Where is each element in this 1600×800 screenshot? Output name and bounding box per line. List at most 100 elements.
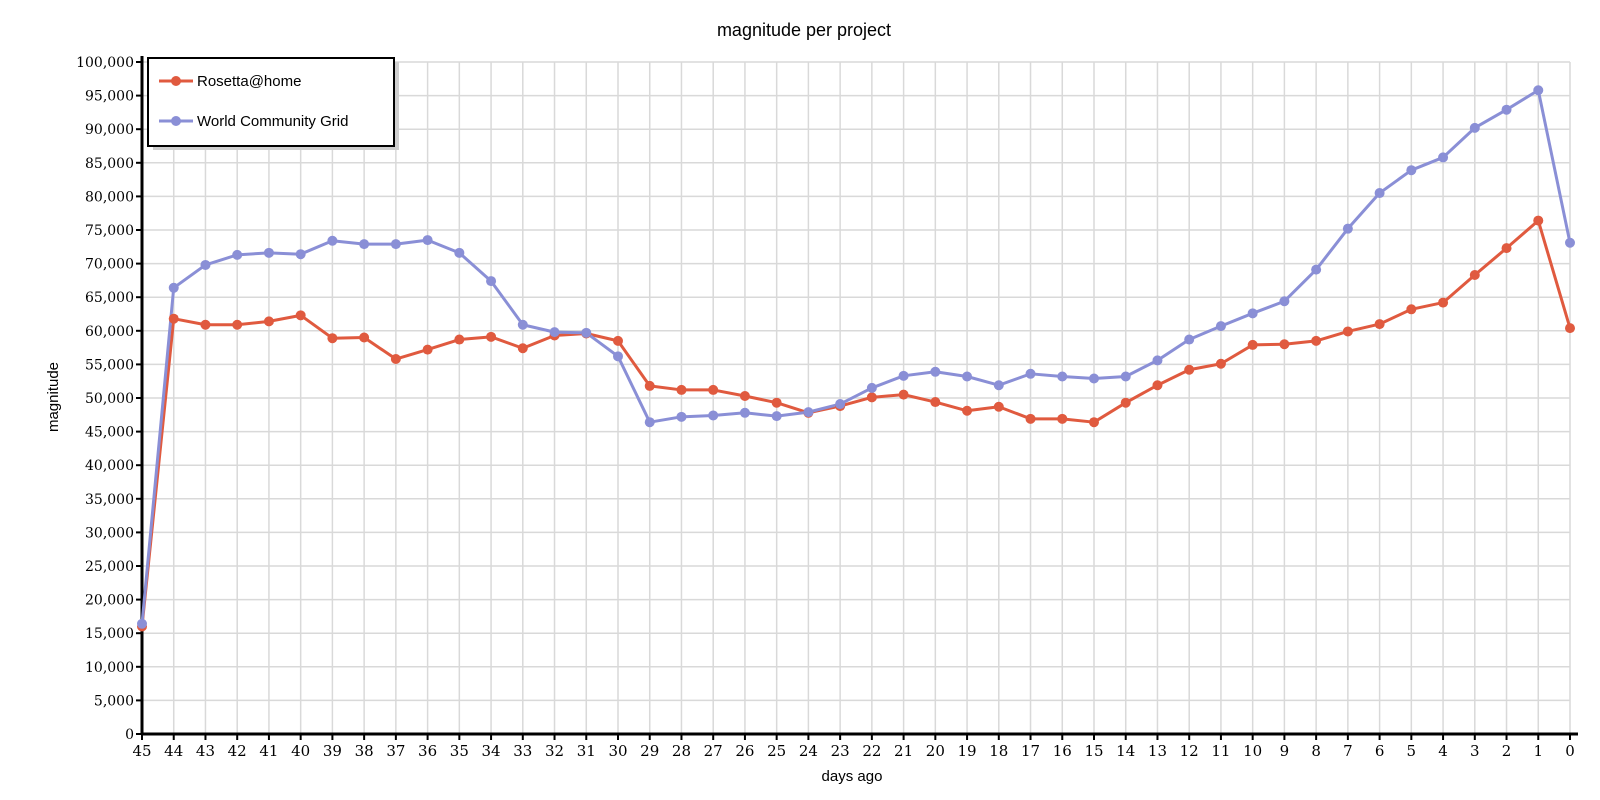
data-point-1 <box>644 417 655 428</box>
x-tick-label: 32 <box>545 742 564 760</box>
y-tick-label: 45,000 <box>85 425 134 441</box>
data-point-1 <box>549 327 560 338</box>
x-tick-label: 40 <box>291 742 310 760</box>
data-point-1 <box>581 327 592 338</box>
data-point-0 <box>1120 397 1131 408</box>
x-axis-label: days ago <box>822 768 883 785</box>
x-tick-label: 30 <box>608 742 627 760</box>
data-point-1 <box>517 319 528 330</box>
data-point-0 <box>486 331 497 342</box>
legend-label-wcg: World Community Grid <box>197 113 348 130</box>
data-point-0 <box>390 354 401 365</box>
x-tick-label: 18 <box>989 742 1008 760</box>
data-point-0 <box>1279 339 1290 350</box>
x-tick-label: 28 <box>672 742 691 760</box>
data-point-0 <box>1501 243 1512 254</box>
x-tick-label: 14 <box>1116 742 1135 760</box>
series-lines <box>140 88 1572 627</box>
data-point-1 <box>1025 368 1036 379</box>
x-tick-label: 31 <box>577 742 596 760</box>
data-point-0 <box>1469 270 1480 281</box>
x-tick-label: 1 <box>1533 742 1543 760</box>
x-tick-label: 34 <box>482 742 501 760</box>
x-tick-label: 0 <box>1565 742 1575 760</box>
legend-label-rosetta: Rosetta@home <box>197 73 301 90</box>
y-tick-label: 50,000 <box>85 391 134 407</box>
data-point-0 <box>1057 413 1068 424</box>
data-point-0 <box>1311 335 1322 346</box>
data-point-0 <box>327 333 338 344</box>
data-point-1 <box>898 370 909 381</box>
data-point-1 <box>1438 152 1449 163</box>
x-tick-label: 21 <box>894 742 913 760</box>
x-tick-label: 5 <box>1407 742 1417 760</box>
data-point-0 <box>930 397 941 408</box>
y-tick-label: 75,000 <box>85 223 134 239</box>
data-point-1 <box>327 235 338 246</box>
x-tick-label: 33 <box>513 742 532 760</box>
data-point-1 <box>1184 334 1195 345</box>
x-tick-label: 37 <box>386 742 405 760</box>
data-point-0 <box>866 392 877 403</box>
y-tick-label: 20,000 <box>85 593 134 609</box>
y-tick-label: 30,000 <box>85 525 134 541</box>
data-point-0 <box>708 384 719 395</box>
x-tick-label: 10 <box>1243 742 1262 760</box>
data-point-1 <box>390 239 401 250</box>
data-point-1 <box>1247 308 1258 319</box>
data-point-1 <box>232 249 243 260</box>
data-point-0 <box>1184 364 1195 375</box>
data-point-1 <box>835 399 846 410</box>
data-point-1 <box>200 259 211 270</box>
data-point-0 <box>613 335 623 346</box>
x-tick-label: 36 <box>418 742 437 760</box>
x-tick-label: 19 <box>958 742 977 760</box>
x-tick-label: 23 <box>831 742 850 760</box>
data-point-1 <box>1533 85 1544 96</box>
data-point-0 <box>295 310 306 321</box>
x-tick-label: 22 <box>862 742 881 760</box>
data-point-1 <box>803 407 814 418</box>
series-points <box>137 85 1575 632</box>
data-point-0 <box>1025 413 1036 424</box>
gridlines <box>141 61 1571 735</box>
data-point-1 <box>1469 122 1480 133</box>
data-point-1 <box>993 380 1004 391</box>
data-point-1 <box>1342 223 1353 234</box>
data-point-1 <box>771 411 782 422</box>
data-point-0 <box>1374 319 1385 330</box>
y-tick-label: 40,000 <box>85 458 134 474</box>
y-tick-label: 80,000 <box>85 189 134 205</box>
x-tick-label: 42 <box>228 742 247 760</box>
y-tick-label: 5,000 <box>94 693 134 709</box>
data-point-1 <box>295 249 306 260</box>
data-point-0 <box>739 390 750 401</box>
x-tick-label: 29 <box>640 742 659 760</box>
x-tick-label: 12 <box>1180 742 1199 760</box>
data-point-1 <box>1406 165 1417 176</box>
y-tick-label: 85,000 <box>85 156 134 172</box>
x-tick-label: 9 <box>1280 742 1290 760</box>
data-point-1 <box>1501 104 1512 115</box>
x-tick-label: 39 <box>323 742 342 760</box>
data-point-1 <box>168 282 179 293</box>
x-tick-label: 17 <box>1021 742 1040 760</box>
data-point-0 <box>1152 380 1163 391</box>
x-tick-label: 43 <box>196 742 215 760</box>
data-point-0 <box>232 319 243 330</box>
data-point-0 <box>1247 339 1258 350</box>
data-point-1 <box>1057 371 1068 382</box>
data-point-0 <box>263 316 274 327</box>
data-point-0 <box>200 319 211 330</box>
y-axis-label: magnitude <box>45 362 62 432</box>
data-point-0 <box>1533 215 1544 226</box>
data-point-1 <box>930 366 941 377</box>
data-point-1 <box>1565 237 1575 248</box>
x-tick-label: 6 <box>1375 742 1385 760</box>
x-tick-label: 3 <box>1470 742 1480 760</box>
x-tick-label: 35 <box>450 742 469 760</box>
data-point-0 <box>1342 326 1353 337</box>
x-tick-label: 15 <box>1084 742 1103 760</box>
data-point-0 <box>1565 323 1575 334</box>
x-tick-label: 20 <box>926 742 945 760</box>
